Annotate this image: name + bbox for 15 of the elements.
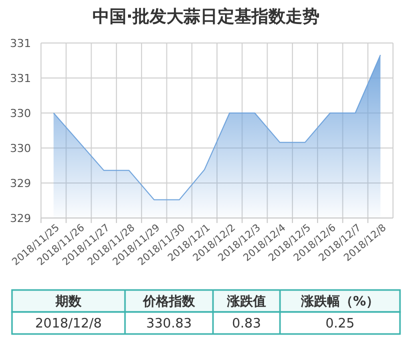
text: 0.83	[232, 316, 261, 332]
y-tick-label: 330	[10, 142, 31, 155]
y-tick-label: 331	[10, 72, 31, 85]
text: 0.25	[326, 316, 354, 332]
text: 2018/12/8	[35, 316, 102, 332]
chart-title: 中国·批发大蒜日定基指数走势	[92, 7, 320, 27]
y-tick-label: 329	[10, 212, 31, 225]
text: 期数	[54, 294, 82, 310]
y-tick-label: 330	[10, 106, 31, 120]
y-tick-label: 331	[10, 36, 31, 50]
y-tick-label: 329	[10, 176, 31, 190]
text: 330.83	[146, 316, 192, 332]
text: 涨跌幅（%）	[300, 294, 380, 310]
text: 价格指数	[142, 294, 196, 310]
text: 涨跌值	[226, 294, 266, 310]
